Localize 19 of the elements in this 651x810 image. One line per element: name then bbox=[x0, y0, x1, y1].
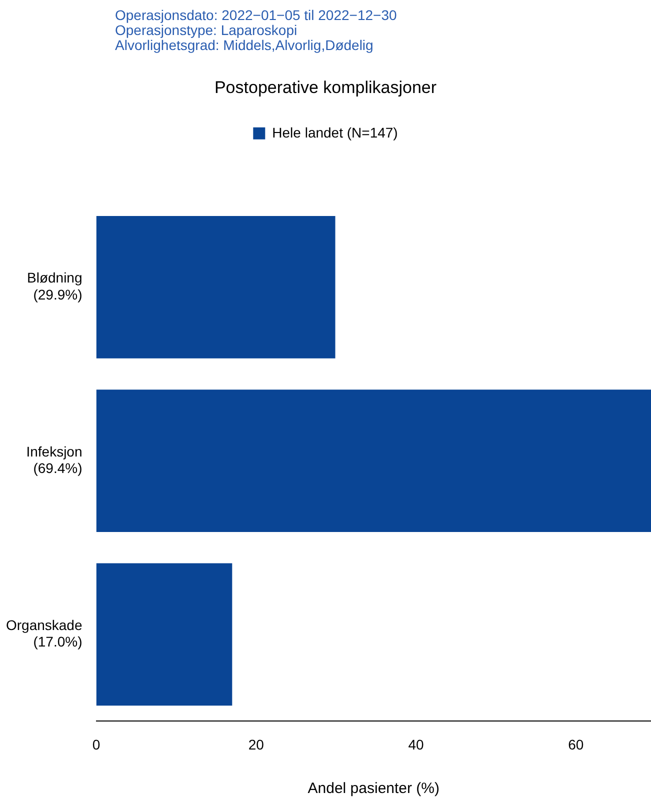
text: Operasjonsdato: 2022−01−05 til 2022−12−30 bbox=[115, 7, 397, 23]
legend-label: Hele landet (N=147) bbox=[272, 124, 398, 140]
x-axis-title: Andel pasienter (%) bbox=[308, 780, 440, 798]
chart-title: Postoperative komplikasjoner bbox=[214, 78, 437, 97]
x-tick-label: 0 bbox=[92, 736, 100, 752]
bar bbox=[96, 390, 651, 532]
x-tick-label: 60 bbox=[568, 736, 584, 752]
data-label: (69.4%) bbox=[33, 460, 82, 476]
text: Operasjonstype: Laparoskopi bbox=[115, 22, 298, 38]
data-label: (29.9%) bbox=[33, 286, 82, 302]
text: Alvorlighetsgrad: Middels,Alvorlig,Dødelig bbox=[115, 37, 374, 53]
y-tick-label: Blødning bbox=[27, 270, 82, 286]
y-tick-label: Infeksjon bbox=[26, 443, 82, 460]
x-tick-label: 40 bbox=[408, 736, 424, 752]
bar bbox=[96, 216, 336, 358]
y-tick-label: Organskade bbox=[6, 616, 82, 633]
data-label: (17.0%) bbox=[33, 634, 82, 650]
bar bbox=[96, 563, 232, 706]
x-tick-label: 20 bbox=[248, 736, 264, 752]
